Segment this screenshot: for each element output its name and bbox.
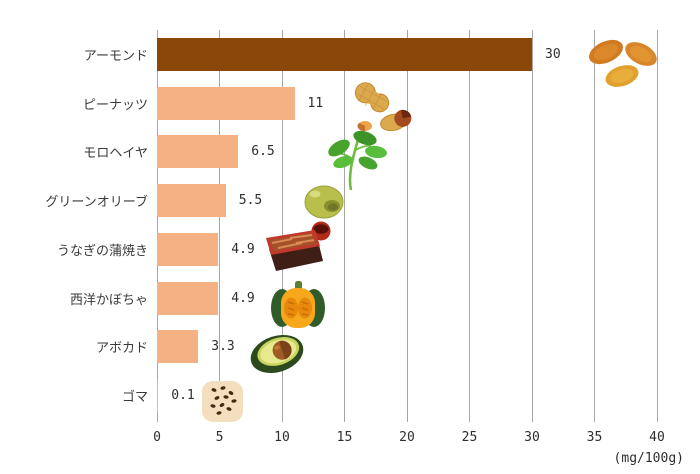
green-olive-icon	[303, 182, 349, 222]
kabocha-pumpkin-icon	[271, 280, 325, 332]
molokheiya-leaves-icon	[321, 130, 389, 192]
gridline	[594, 30, 595, 422]
category-label: グリーンオリーブ	[45, 194, 148, 210]
bar	[157, 379, 159, 413]
gridline	[469, 30, 470, 422]
value-label: 4.9	[231, 290, 255, 306]
avocado-icon	[246, 327, 308, 381]
x-tick-label: 25	[461, 430, 478, 445]
x-tick-label: 35	[586, 430, 603, 445]
category-label: 西洋かぼちゃ	[69, 291, 148, 307]
gridline	[344, 30, 345, 422]
bar	[157, 37, 532, 71]
bar	[157, 330, 199, 364]
value-label: 11	[307, 95, 324, 111]
unagi-kabayaki-icon	[262, 219, 338, 275]
bar	[157, 281, 219, 315]
x-tick-label: 20	[399, 430, 415, 445]
category-label: ゴマ	[121, 389, 148, 405]
category-label: アーモンド	[83, 47, 148, 63]
bar	[157, 86, 295, 120]
gridline	[156, 30, 158, 422]
category-label: モロヘイヤ	[83, 145, 148, 161]
x-tick-label: 15	[336, 430, 353, 445]
value-label: 5.5	[238, 193, 263, 209]
axis-unit-label: (mg/100g)	[613, 451, 684, 466]
bar	[157, 232, 219, 266]
value-label: 6.5	[251, 144, 275, 160]
gridline	[531, 30, 533, 422]
category-label: うなぎの蒲焼き	[56, 242, 148, 258]
x-tick-label: 10	[274, 430, 290, 445]
gridline	[656, 30, 658, 422]
x-tick-label: 5	[215, 430, 224, 445]
x-tick-label: 30	[524, 430, 540, 445]
value-label: 0.1	[171, 388, 195, 404]
x-tick-label: 40	[649, 430, 665, 445]
x-tick-label: 0	[153, 430, 161, 445]
gridline	[406, 30, 408, 422]
bar	[157, 184, 226, 218]
gridline	[219, 30, 220, 422]
gridline	[281, 30, 283, 422]
value-label: 3.3	[211, 339, 235, 355]
almond-icon	[584, 34, 662, 94]
bar	[157, 135, 239, 169]
peanut-icon	[349, 82, 423, 138]
value-label: 30	[545, 46, 561, 62]
category-label: ピーナッツ	[82, 96, 148, 112]
value-label: 4.9	[231, 241, 255, 257]
sesame-icon	[201, 380, 244, 423]
category-label: アボカド	[95, 340, 148, 356]
